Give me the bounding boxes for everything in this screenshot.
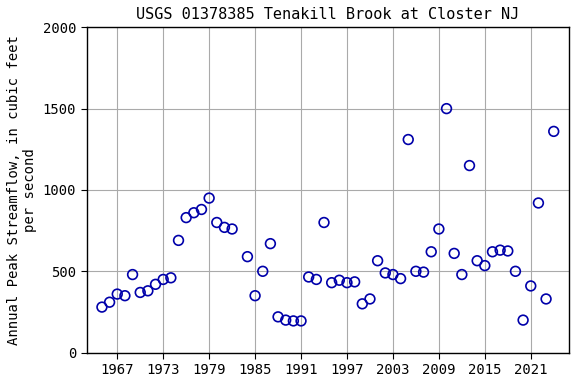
Point xyxy=(526,283,535,289)
Point xyxy=(342,280,351,286)
Point xyxy=(541,296,551,302)
Point xyxy=(358,301,367,307)
Title: USGS 01378385 Tenakill Brook at Closter NJ: USGS 01378385 Tenakill Brook at Closter … xyxy=(136,7,520,22)
Point xyxy=(181,215,191,221)
Point xyxy=(274,314,283,320)
Point xyxy=(135,290,145,296)
Point xyxy=(419,269,428,275)
Point xyxy=(518,317,528,323)
Point xyxy=(304,274,313,280)
Point xyxy=(365,296,374,302)
Point xyxy=(220,224,229,230)
Point xyxy=(335,277,344,283)
Point xyxy=(320,219,329,225)
Point xyxy=(381,270,390,276)
Point xyxy=(457,271,467,278)
Point xyxy=(243,253,252,260)
Point xyxy=(503,248,513,254)
Point xyxy=(258,268,267,275)
Point xyxy=(388,271,397,278)
Point xyxy=(549,128,558,134)
Point xyxy=(396,276,405,282)
Point xyxy=(228,226,237,232)
Point xyxy=(251,293,260,299)
Point xyxy=(266,240,275,247)
Point xyxy=(350,279,359,285)
Point xyxy=(151,281,160,287)
Point xyxy=(281,317,290,323)
Point xyxy=(143,288,153,294)
Point xyxy=(480,263,490,269)
Point xyxy=(434,226,444,232)
Point xyxy=(120,293,130,299)
Point xyxy=(174,237,183,243)
Point xyxy=(534,200,543,206)
Point xyxy=(450,250,459,257)
Point xyxy=(289,318,298,324)
Point xyxy=(166,275,176,281)
Point xyxy=(327,280,336,286)
Point xyxy=(212,219,221,225)
Point xyxy=(511,268,520,275)
Point xyxy=(373,258,382,264)
Point xyxy=(411,268,420,275)
Point xyxy=(488,249,497,255)
Point xyxy=(427,249,436,255)
Point xyxy=(113,291,122,297)
Point xyxy=(297,318,306,324)
Point xyxy=(197,207,206,213)
Point xyxy=(128,271,137,278)
Point xyxy=(465,162,474,169)
Point xyxy=(404,136,413,142)
Point xyxy=(158,276,168,283)
Point xyxy=(442,106,451,112)
Point xyxy=(472,258,482,264)
Point xyxy=(204,195,214,201)
Point xyxy=(190,210,199,216)
Point xyxy=(97,304,107,310)
Y-axis label: Annual Peak Streamflow, in cubic feet
per second: Annual Peak Streamflow, in cubic feet pe… xyxy=(7,35,37,345)
Point xyxy=(312,276,321,283)
Point xyxy=(105,299,114,305)
Point xyxy=(495,247,505,253)
